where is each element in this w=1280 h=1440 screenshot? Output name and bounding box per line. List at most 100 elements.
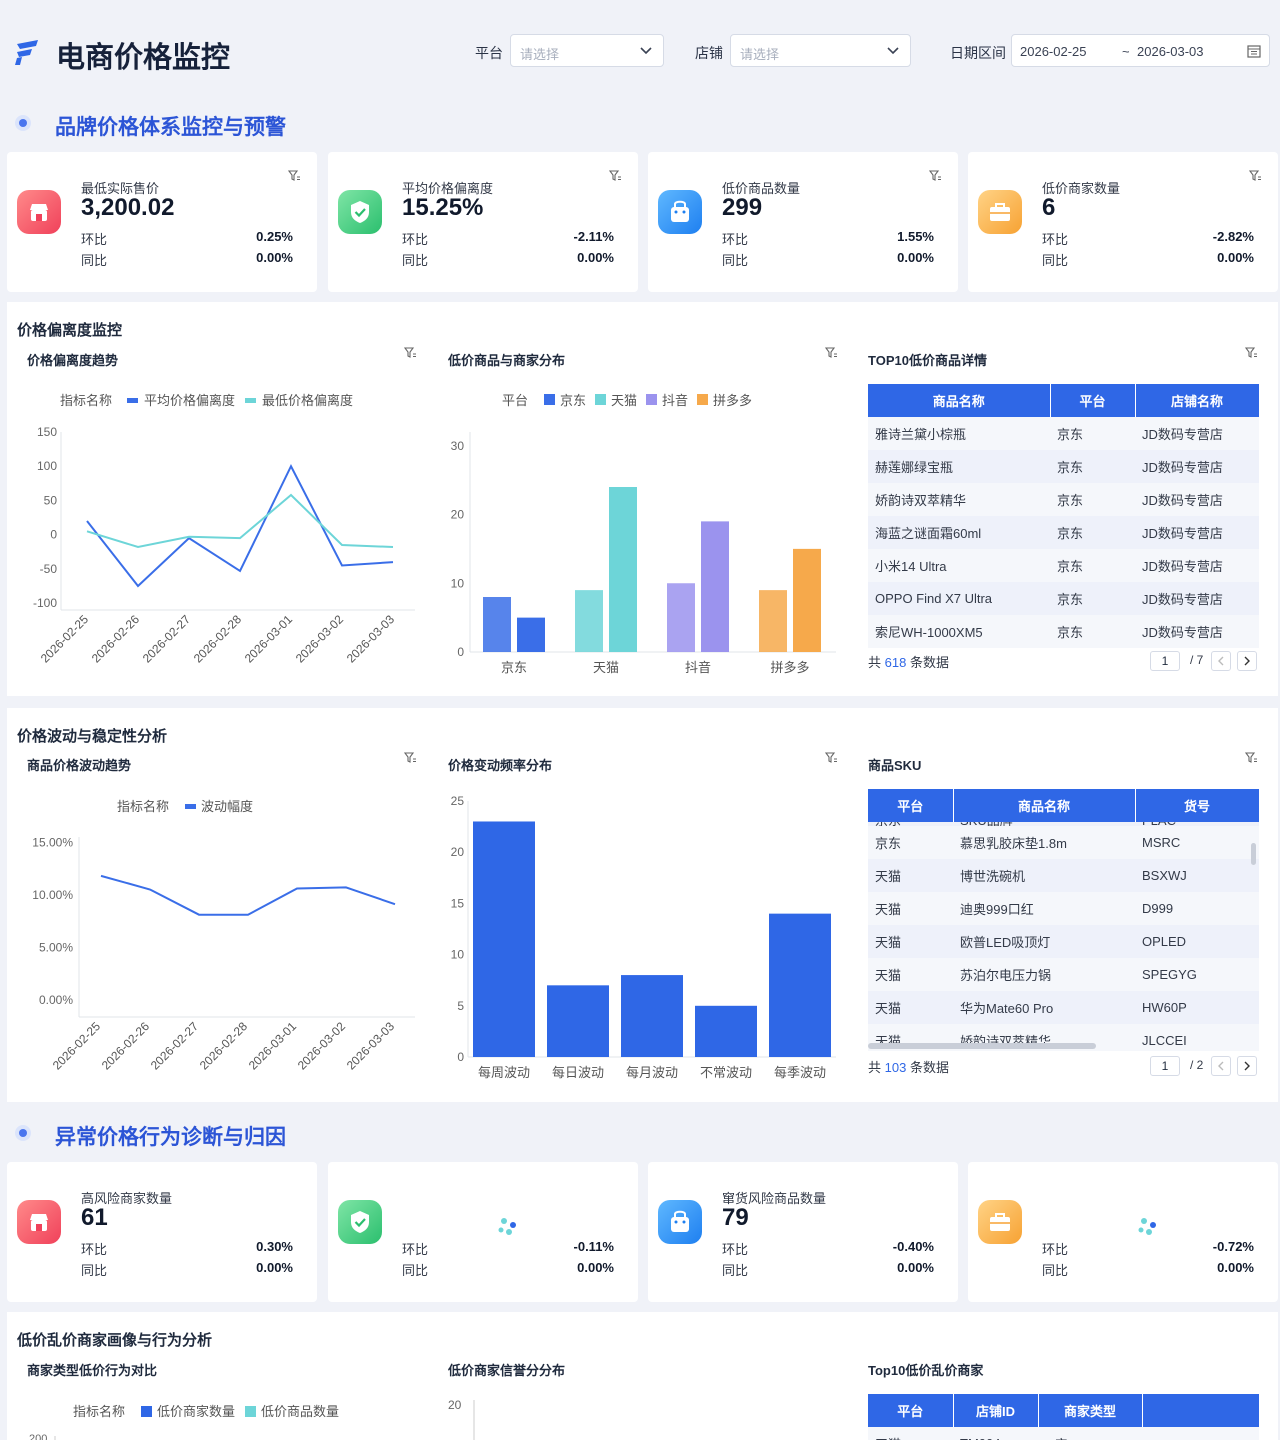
legend-item[interactable]: 低价商家数量 [157, 1404, 235, 1419]
table-row[interactable]: OPPO Find X7 Ultra 京东 JD数码专营店 [868, 582, 1259, 615]
horizontal-scrollbar[interactable] [868, 1043, 1096, 1049]
table-row[interactable]: 雅诗兰黛小棕瓶 京东 JD数码专营店 [868, 417, 1259, 450]
filter-icon[interactable] [929, 170, 942, 182]
table-row[interactable]: 天猫 苏泊尔电压力锅 SPEGYG [868, 958, 1259, 991]
y-tick-label: 20 [451, 845, 465, 859]
section-dot [19, 1129, 27, 1137]
filter-icon[interactable] [404, 752, 417, 764]
kpi-card-avg-deviation: 平均价格偏离度 15.25% 环比 -2.11% 同比 0.00% [328, 152, 638, 292]
table-row[interactable]: 小米14 Ultra 京东 JD数码专营店 [868, 549, 1259, 582]
bar [667, 583, 695, 652]
table-row[interactable]: 海蓝之谜面霜60ml 京东 JD数码专营店 [868, 516, 1259, 549]
panel-title: 商家类型低价行为对比 [27, 1363, 158, 1378]
col-header[interactable]: 平台 [868, 789, 954, 822]
cell: 迪奥999口红 [953, 892, 1135, 925]
table-row[interactable]: 天猫 博世洗碗机 BSXWJ [868, 859, 1259, 892]
cell: HW60P [1135, 991, 1259, 1024]
col-header[interactable]: 店铺ID [953, 1394, 1039, 1427]
kpi-mom-label: 环比 [81, 232, 108, 247]
filter-icon[interactable] [1245, 752, 1258, 764]
y-tick-label: 5 [457, 999, 464, 1013]
col-header[interactable]: 商品名称 [868, 384, 1051, 417]
vertical-scrollbar[interactable] [1251, 843, 1256, 865]
legend-item-平均价格偏离度[interactable]: 平均价格偏离度 [144, 393, 235, 408]
date-start[interactable]: 2026-02-25 [1020, 44, 1087, 59]
platform-placeholder: 请选择 [520, 47, 560, 62]
cell: 赫莲娜绿宝瓶 [868, 450, 1050, 483]
platform-label: 平台 [475, 45, 503, 61]
table-row[interactable]: 天猫 TM004 C店 [868, 1427, 1259, 1440]
shop-icon [17, 190, 61, 234]
table-row[interactable]: 索尼WH-1000XM5 京东 JD数码专营店 [868, 615, 1259, 648]
col-header[interactable]: 低 [1142, 1394, 1259, 1427]
table-row[interactable]: 京东 慕思乳胶床垫1.8m MSRC [868, 826, 1259, 859]
col-header[interactable]: 商品名称 [953, 789, 1136, 822]
platform-select[interactable]: 请选择 [510, 34, 664, 67]
page-count: / 7 [1190, 653, 1204, 667]
table-row[interactable]: 天猫 华为Mate60 Pro HW60P [868, 991, 1259, 1024]
legend-swatch [127, 398, 138, 403]
table-row[interactable]: 赫莲娜绿宝瓶 京东 JD数码专营店 [868, 450, 1259, 483]
filter-icon[interactable] [404, 347, 417, 359]
legend-item-波动幅度[interactable]: 波动幅度 [201, 799, 253, 814]
store-select[interactable]: 请选择 [730, 34, 911, 67]
filter-icon[interactable] [1249, 170, 1262, 182]
y-tick-label: -100 [33, 596, 57, 610]
kpi-value: 15.25% [402, 194, 484, 221]
cell: 京东 [1050, 483, 1135, 516]
filter-icon[interactable] [288, 170, 301, 182]
table-row[interactable]: 天猫 迪奥999口红 D999 [868, 892, 1259, 925]
panel-top10-products: TOP10低价商品详情 商品名称 平台 店铺名称 雅诗兰黛小棕瓶 京东 JD数码专营… [858, 340, 1268, 685]
bar [695, 1005, 757, 1057]
prev-page-button[interactable] [1211, 651, 1231, 671]
x-tick-label: 不常波动 [700, 1065, 752, 1080]
table-row[interactable]: 天猫 欧普LED吸顶灯 OPLED [868, 925, 1259, 958]
total-count: 103 [884, 1060, 907, 1075]
cell: 博世洗碗机 [953, 859, 1135, 892]
col-header[interactable]: 商家类型 [1038, 1394, 1143, 1427]
filter-icon[interactable] [825, 347, 838, 359]
legend-item-京东[interactable]: 京东 [560, 393, 586, 408]
page-input[interactable]: 1 [1150, 651, 1180, 671]
legend-item-抖音[interactable]: 抖音 [662, 393, 688, 408]
y-tick-label: 0.00% [39, 993, 73, 1007]
bar [473, 821, 535, 1057]
bar [759, 590, 787, 652]
y-tick-label: 150 [37, 425, 57, 439]
col-header[interactable]: 货号 [1135, 789, 1259, 822]
cell: 天猫 [868, 991, 953, 1024]
kpi-yoy-value: 0.00% [897, 250, 934, 265]
y-tick-label: 200 [29, 1433, 47, 1440]
app-title: 电商价格监控 [56, 42, 231, 74]
date-range-picker[interactable]: 2026-02-25 ~ 2026-03-03 [1011, 34, 1270, 67]
kpi-card-low-price-products: 低价商品数量 299 环比 1.55% 同比 0.00% [648, 152, 958, 292]
panel-title: 价格偏离度趋势 [27, 353, 119, 368]
filter-icon[interactable] [1245, 347, 1258, 359]
bar [517, 617, 545, 652]
legend-swatch [646, 394, 657, 405]
next-page-button[interactable] [1237, 1056, 1257, 1076]
filter-icon[interactable] [825, 752, 838, 764]
panel-change-frequency: 价格变动频率分布 25 20 15 10 5 0 每周波动 每日波动 每月波动 不常波动 每季波动 [438, 745, 848, 1090]
legend-item-拼多多[interactable]: 拼多多 [713, 393, 752, 408]
kpi-label: 低价商品数量 [722, 181, 801, 196]
filter-icon[interactable] [609, 170, 622, 182]
cell: TM004 [953, 1427, 1038, 1440]
y-tick-label: 0 [457, 1050, 464, 1064]
legend-item-天猫[interactable]: 天猫 [611, 393, 637, 408]
section-dot [19, 119, 27, 127]
next-page-button[interactable] [1237, 651, 1257, 671]
legend-item[interactable]: 低价商品数量 [261, 1404, 339, 1419]
legend-item-最低价格偏离度[interactable]: 最低价格偏离度 [262, 393, 353, 408]
col-header[interactable]: 店铺名称 [1135, 384, 1260, 417]
cell: BSXWJ [1135, 859, 1259, 892]
prev-page-button[interactable] [1211, 1056, 1231, 1076]
col-header[interactable]: 平台 [868, 1394, 954, 1427]
date-end[interactable]: 2026-03-03 [1137, 44, 1204, 59]
col-header[interactable]: 平台 [1050, 384, 1136, 417]
cell: 华为Mate60 Pro [953, 991, 1135, 1024]
merchant-table[interactable]: 平台 店铺ID 商家类型 低 天猫 TM004 C店 [868, 1394, 1259, 1440]
page-input[interactable]: 1 [1150, 1056, 1180, 1076]
table-row[interactable]: 娇韵诗双萃精华 京东 JD数码专营店 [868, 483, 1259, 516]
